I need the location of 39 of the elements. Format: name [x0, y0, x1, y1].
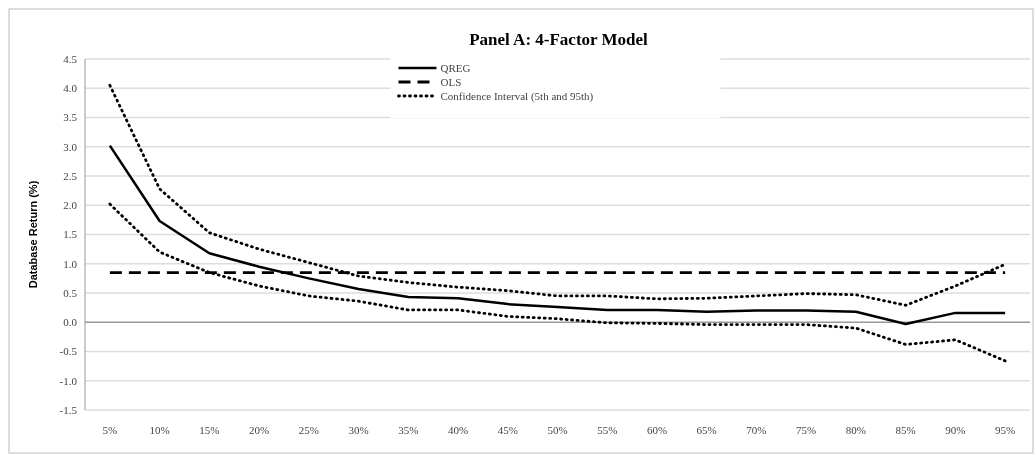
x-tick-label: 40%: [447, 424, 469, 436]
y-tick-label: 0.0: [63, 316, 78, 329]
x-tick-label: 95%: [995, 424, 1016, 436]
y-tick-label: 1.5: [63, 228, 78, 241]
y-tick-label: 3.5: [63, 111, 78, 124]
line-series: [108, 202, 1007, 363]
y-tick-label: 2.5: [63, 169, 78, 182]
x-tick-label: 15%: [199, 424, 220, 436]
x-tick-label: 80%: [845, 424, 867, 436]
y-tick-label: 4.5: [63, 52, 78, 65]
x-tick-label: 85%: [895, 424, 916, 436]
y-tick-label: 2.0: [63, 199, 78, 212]
y-tick-label: -1.5: [59, 403, 78, 416]
x-tick-label: 65%: [696, 424, 717, 436]
y-axis-title: Database Return (%): [27, 180, 39, 289]
x-tick-label: 60%: [646, 424, 668, 436]
x-tick-label: 70%: [746, 424, 767, 436]
x-tick-label: 30%: [348, 424, 369, 436]
y-tick-label: 4.0: [63, 82, 78, 95]
x-tick-label: 45%: [497, 424, 518, 436]
x-tick-label: 5%: [102, 424, 118, 436]
chart-title: Panel A: 4-Factor Model: [469, 30, 649, 49]
y-tick-label: -1.0: [59, 374, 78, 387]
x-tick-label: 75%: [796, 424, 817, 436]
y-tick-label: -0.5: [59, 345, 78, 358]
y-tick-label: 3.0: [63, 140, 78, 153]
x-tick-label: 50%: [547, 424, 568, 436]
legend-label: Confidence Interval (5th and 95th): [440, 89, 594, 103]
legend-label: QREG: [440, 61, 471, 74]
y-tick-label: 0.5: [63, 286, 78, 299]
x-tick-label: 20%: [248, 424, 270, 436]
x-tick-label: 90%: [945, 424, 966, 436]
x-tick-label: 35%: [398, 424, 419, 436]
x-tick-label: 55%: [597, 424, 618, 436]
x-tick-label: 25%: [298, 424, 319, 436]
line-series: [108, 144, 1007, 326]
legend-label: OLS: [440, 75, 462, 88]
x-tick-label: 10%: [149, 424, 170, 436]
y-tick-label: 1.0: [63, 257, 78, 270]
